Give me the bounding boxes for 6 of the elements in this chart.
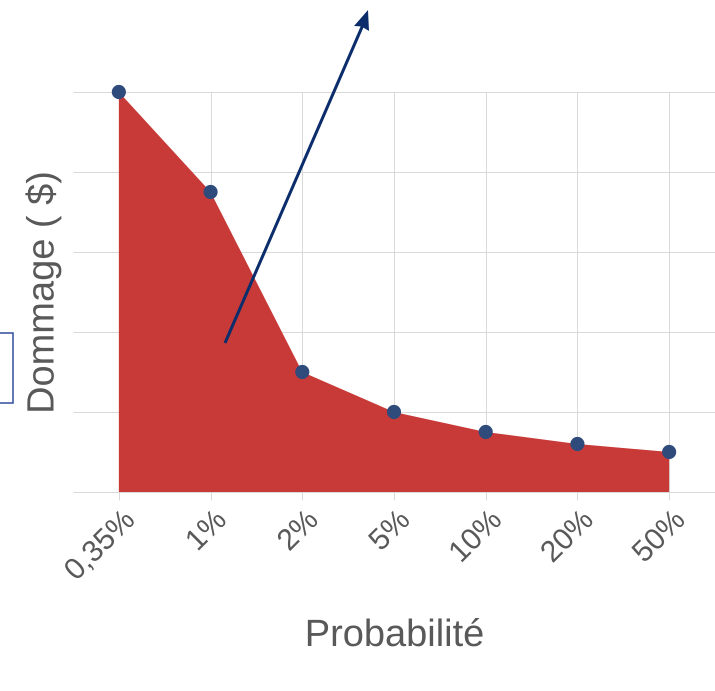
x-tick-label: 1% bbox=[178, 503, 233, 558]
x-axis-title: Probabilité bbox=[304, 612, 484, 655]
y-axis-title: Dommage ( $) bbox=[20, 171, 62, 414]
x-tick-label: 50% bbox=[626, 503, 692, 569]
x-tick-label: 2% bbox=[270, 503, 325, 558]
x-tick-label: 5% bbox=[362, 503, 416, 558]
